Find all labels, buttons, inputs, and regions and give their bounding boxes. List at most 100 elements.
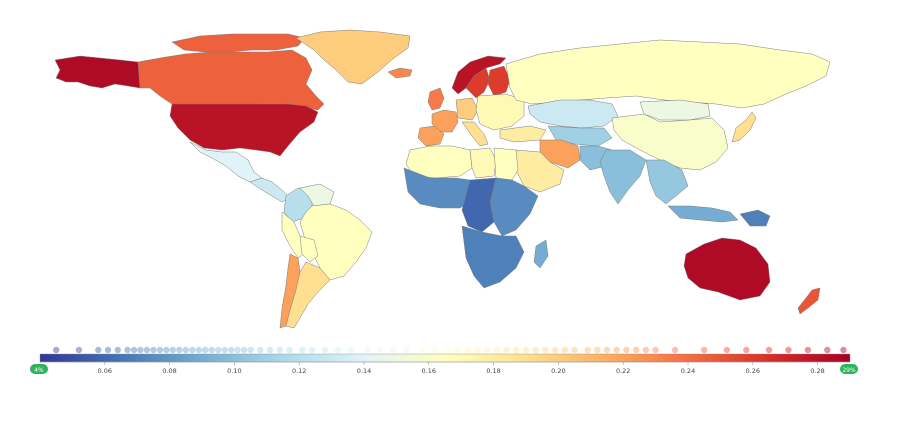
colorbar-ticks: 0.06 0.08 0.10 0.12 0.14 0.16 0.18 0.20 0.22 0.24… (98, 362, 825, 375)
region-germany[interactable] (455, 97, 479, 121)
region-new-zealand[interactable] (797, 287, 821, 315)
colorbar-gradient (39, 353, 851, 363)
colorbar: 0.06 0.08 0.10 0.12 0.14 0.16 0.18 0.20 0.22 0.24… (30, 346, 858, 375)
sample-dot (701, 346, 708, 354)
region-north-africa[interactable] (405, 145, 473, 179)
sample-dot (445, 346, 452, 354)
sample-dot (75, 346, 83, 354)
sample-dot (334, 346, 342, 354)
sample-dot (104, 346, 112, 354)
sample-dot (286, 346, 293, 354)
range-handle-min-pill[interactable] (30, 364, 48, 374)
region-saudi-arabia[interactable] (515, 149, 565, 193)
region-central-africa[interactable] (461, 177, 497, 233)
sample-dot (532, 346, 539, 354)
tick-label: 0.22 (616, 367, 630, 375)
region-china[interactable] (611, 113, 729, 171)
region-alaska[interactable] (54, 55, 141, 89)
range-handle-min-label: 4% (34, 367, 44, 374)
sample-dot (228, 346, 235, 354)
tick-label: 0.06 (98, 367, 112, 375)
region-mongolia[interactable] (639, 99, 711, 121)
sample-dot (584, 346, 591, 354)
tick-label: 0.12 (292, 367, 306, 375)
region-spain[interactable] (417, 125, 445, 147)
sample-dot (221, 346, 228, 354)
sample-dot (561, 346, 569, 354)
sample-dot (276, 346, 283, 354)
sample-dot (247, 346, 254, 354)
region-united-kingdom[interactable] (427, 87, 445, 111)
region-iceland[interactable] (387, 67, 413, 79)
region-finland[interactable] (487, 65, 511, 97)
region-brazil[interactable] (299, 203, 373, 281)
tick-label: 0.28 (810, 367, 824, 375)
region-southeast-asia[interactable] (645, 159, 689, 205)
region-australia[interactable] (683, 237, 771, 301)
tick-label: 0.20 (551, 367, 565, 375)
sample-dot (493, 346, 500, 354)
region-indonesia[interactable] (667, 205, 739, 223)
sample-dot (464, 346, 471, 354)
sample-dot (347, 346, 355, 354)
sample-dot (156, 346, 164, 354)
sample-dot (163, 346, 170, 354)
sample-dot (257, 346, 264, 354)
sample-dot (402, 346, 410, 354)
sample-dot (454, 346, 462, 354)
region-japan[interactable] (731, 111, 757, 143)
region-canada[interactable] (137, 49, 325, 111)
region-france[interactable] (431, 109, 459, 133)
region-egypt[interactable] (493, 147, 519, 181)
region-chile[interactable] (279, 253, 301, 329)
sample-dot (522, 346, 530, 354)
range-handle-max-label: 29% (842, 367, 856, 374)
region-eastern-europe[interactable] (475, 93, 525, 131)
sample-dot (182, 346, 189, 354)
region-canadian-arctic[interactable] (171, 33, 306, 53)
tick-label: 0.26 (746, 367, 760, 375)
region-turkey[interactable] (499, 125, 547, 143)
sample-dot (432, 346, 439, 354)
sample-dot (483, 346, 491, 354)
sample-dot (143, 346, 151, 354)
region-italy[interactable] (461, 121, 489, 147)
sample-dot (377, 346, 384, 354)
region-peru[interactable] (281, 211, 307, 259)
region-southern-africa[interactable] (461, 225, 525, 289)
range-handle-max[interactable]: 29% (840, 364, 858, 374)
range-handle-max-pill[interactable] (840, 364, 858, 374)
sample-dot (743, 346, 750, 354)
region-papua-new-guinea[interactable] (739, 209, 771, 227)
sample-dot (390, 346, 397, 354)
sample-dot (603, 346, 611, 354)
region-kazakhstan[interactable] (527, 99, 619, 129)
sample-dot (571, 346, 578, 354)
sample-dot (321, 346, 329, 354)
region-bolivia[interactable] (299, 235, 319, 263)
sample-dot (419, 346, 426, 354)
sample-dot (542, 346, 549, 354)
region-india[interactable] (599, 149, 647, 205)
range-handle-min[interactable]: 4% (30, 364, 48, 374)
sample-dot (642, 346, 650, 354)
sample-dot (594, 346, 601, 354)
region-united-states[interactable] (169, 103, 319, 157)
sample-dot (169, 346, 176, 354)
region-madagascar[interactable] (533, 239, 549, 269)
colorbar-sample-dots (53, 346, 847, 354)
sample-dot (114, 346, 122, 354)
sample-dot (150, 346, 157, 354)
region-russia[interactable] (505, 39, 831, 109)
tick-label: 0.16 (422, 367, 436, 375)
region-greenland[interactable] (295, 29, 411, 85)
sample-dot (503, 346, 510, 354)
region-norway[interactable] (451, 55, 507, 95)
region-libya[interactable] (469, 147, 497, 179)
sample-dot (765, 346, 773, 354)
region-central-america[interactable] (249, 177, 291, 203)
sample-dot (189, 346, 196, 354)
sample-dot (208, 346, 215, 354)
